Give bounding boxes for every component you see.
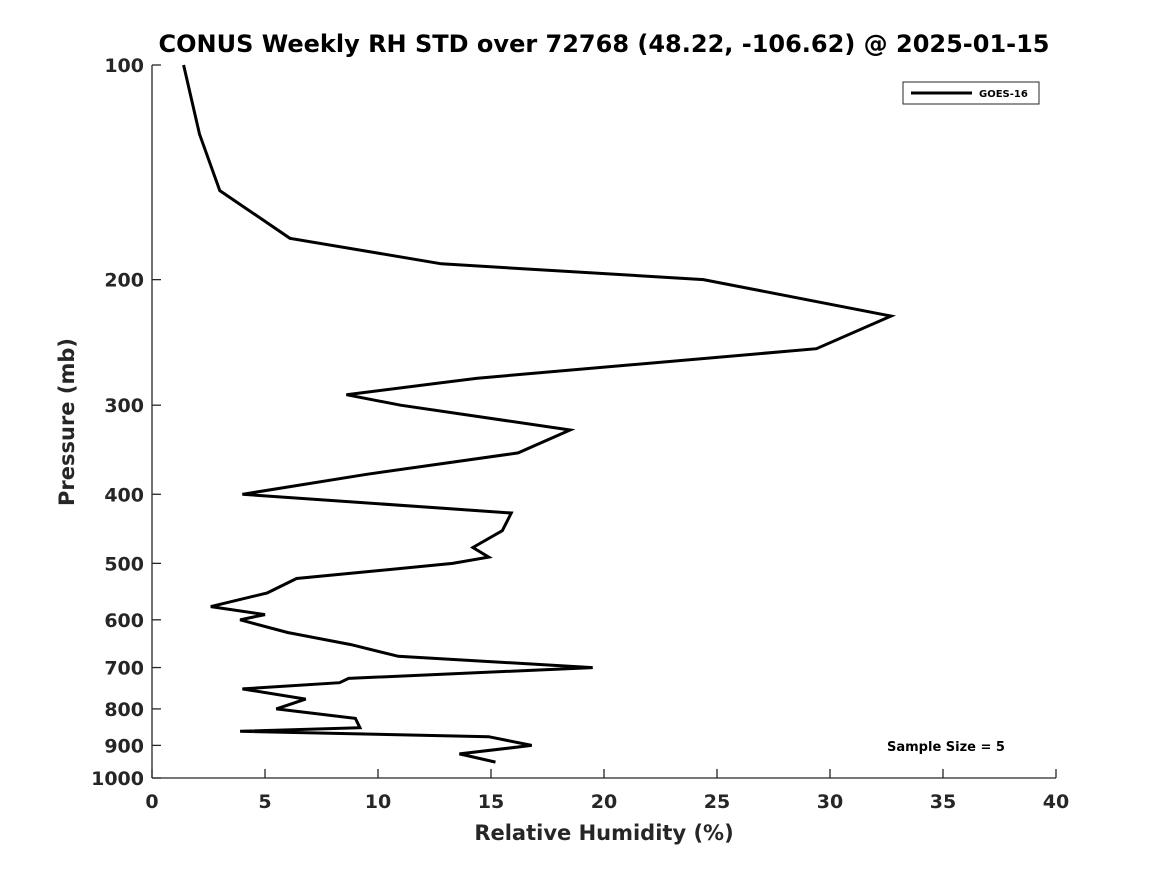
y-tick-label: 100: [104, 55, 144, 77]
series-line-goes-16: [182, 64, 897, 764]
y-tick-label: 500: [104, 553, 144, 575]
y-tick-label: 200: [104, 270, 144, 292]
y-tick-label: 400: [104, 484, 144, 506]
sample-size-annotation: Sample Size = 5: [887, 740, 1005, 755]
chart-title: CONUS Weekly RH STD over 72768 (48.22, -…: [158, 30, 1049, 58]
y-tick-label: 700: [104, 658, 144, 680]
x-tick-label: 15: [478, 791, 504, 813]
y-axis-label: Pressure (mb): [55, 338, 79, 506]
x-axis-label: Relative Humidity (%): [474, 821, 733, 845]
x-tick-label: 5: [258, 791, 271, 813]
y-tick-label: 800: [104, 699, 144, 721]
x-tick-label: 25: [704, 791, 730, 813]
x-tick-label: 30: [817, 791, 843, 813]
x-axis-ticks: 0 5 10 15 20 25 30 35 40: [145, 769, 1069, 813]
x-tick-label: 10: [365, 791, 391, 813]
x-tick-label: 0: [145, 791, 158, 813]
series-group: [182, 64, 897, 764]
y-tick-label: 900: [104, 735, 144, 757]
y-tick-label: 600: [104, 610, 144, 632]
y-axis-ticks: 100 200 300 400 500 600 700 800 900 1000: [91, 55, 161, 790]
y-tick-label: 300: [104, 395, 144, 417]
x-tick-label: 20: [591, 791, 617, 813]
legend-label-goes-16: GOES-16: [979, 89, 1028, 100]
x-tick-label: 35: [930, 791, 956, 813]
x-tick-label: 40: [1043, 791, 1069, 813]
y-tick-label: 1000: [91, 768, 144, 790]
legend: GOES-16: [902, 81, 1040, 105]
